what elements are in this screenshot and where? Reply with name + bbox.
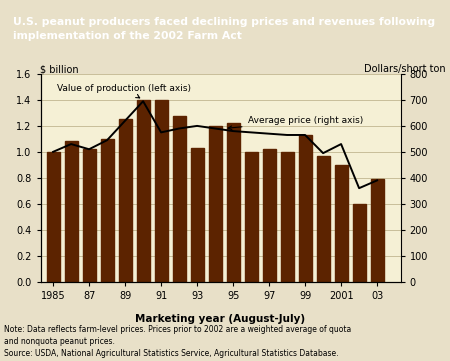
Bar (47, 152, 59, 282)
Bar (155, 100, 167, 282)
Bar (65, 142, 77, 282)
Bar (101, 139, 113, 282)
Bar (317, 156, 329, 282)
Bar (335, 165, 347, 282)
Text: Average price (right axis): Average price (right axis) (228, 116, 363, 130)
Text: U.S. peanut producers faced declining prices and revenues following
implementati: U.S. peanut producers faced declining pr… (14, 17, 436, 42)
Bar (263, 149, 275, 282)
Bar (353, 204, 365, 282)
Text: Marketing year (August-July): Marketing year (August-July) (135, 314, 306, 325)
Bar (191, 148, 203, 282)
Bar (209, 126, 221, 282)
Bar (227, 123, 239, 282)
Bar (137, 100, 149, 282)
Bar (245, 152, 257, 282)
Bar (281, 152, 293, 282)
Bar (83, 149, 95, 282)
Text: $ billion: $ billion (40, 64, 79, 74)
Text: Note: Data reflects farm-level prices. Prices prior to 2002 are a weighted avera: Note: Data reflects farm-level prices. P… (4, 325, 352, 357)
Bar (299, 135, 311, 282)
Bar (119, 119, 131, 282)
Text: Dollars/short ton: Dollars/short ton (364, 64, 446, 74)
Bar (371, 179, 383, 282)
Bar (173, 116, 185, 282)
Text: Value of production (left axis): Value of production (left axis) (57, 84, 191, 98)
